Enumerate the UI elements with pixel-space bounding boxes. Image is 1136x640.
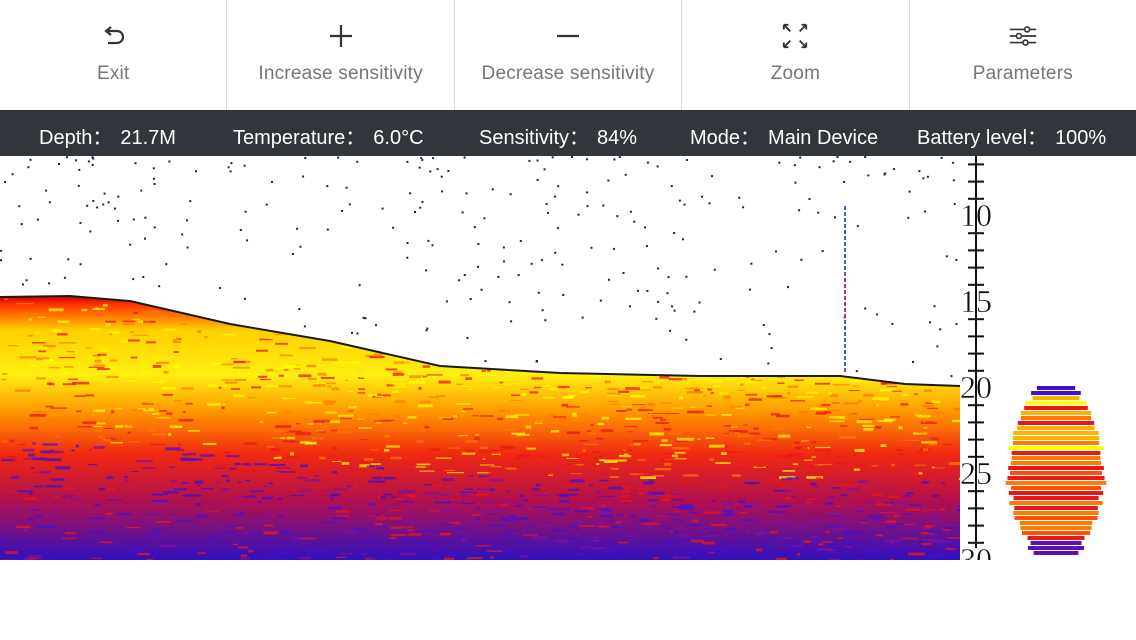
decrease-sensitivity-label: Decrease sensitivity (481, 63, 655, 84)
sensitivity-label: Sensitivity： (479, 127, 590, 149)
sliders-icon (1009, 22, 1037, 50)
depth-scale: 10 15 20 25 30 (960, 156, 992, 577)
plus-icon (327, 22, 355, 50)
mode-value: Main Device (768, 127, 879, 149)
sonar-display[interactable]: 10 15 20 25 30 (0, 156, 1136, 577)
temperature-readout: Temperature： 6.0°C (233, 121, 424, 150)
depth-scale-label: 15 (960, 283, 992, 319)
parameters-label: Parameters (972, 63, 1073, 84)
status-bar: Depth： 21.7M Temperature： 6.0°C Sensitivit… (0, 110, 1136, 156)
expand-arrows-icon (781, 22, 809, 50)
bottom-contour-line (0, 294, 961, 387)
temperature-label: Temperature： (233, 127, 366, 149)
battery-value: 100% (1055, 127, 1107, 149)
decrease-sensitivity-button[interactable]: Decrease sensitivity (453, 0, 681, 110)
battery-label: Battery level： (917, 127, 1048, 149)
zoom-button[interactable]: Zoom (681, 0, 908, 110)
depth-readout: Depth： 21.7M (39, 121, 176, 150)
depth-value: 21.7M (120, 127, 176, 149)
flasher-gauge (1005, 386, 1107, 555)
bottom-echo-texture (0, 296, 960, 560)
water-column-noise (0, 156, 958, 378)
exit-label: Exit (96, 63, 130, 84)
minus-icon (554, 22, 582, 50)
zoom-label: Zoom (770, 63, 821, 84)
increase-sensitivity-label: Increase sensitivity (258, 63, 423, 84)
depth-scale-label: 10 (960, 197, 992, 233)
battery-readout: Battery level： 100% (917, 121, 1106, 150)
increase-sensitivity-button[interactable]: Increase sensitivity (226, 0, 453, 110)
sensitivity-readout: Sensitivity： 84% (479, 121, 637, 150)
mode-label: Mode： (690, 127, 761, 149)
depth-scale-label: 25 (960, 455, 992, 491)
depth-label: Depth： (39, 127, 113, 149)
sonar-ping-trace (844, 206, 846, 372)
undo-arrow-icon (99, 22, 127, 50)
mode-readout: Mode： Main Device (690, 121, 878, 150)
depth-scale-label: 20 (960, 369, 992, 405)
parameters-button[interactable]: Parameters (908, 0, 1136, 110)
exit-button[interactable]: Exit (0, 0, 226, 110)
depth-scale-label: 30 (960, 541, 992, 560)
lower-blank-area (0, 560, 1136, 640)
temperature-value: 6.0°C (373, 127, 424, 149)
toolbar: Exit Increase sensitivity Decrease sensi… (0, 0, 1136, 110)
sonar-echogram: 10 15 20 25 30 (0, 156, 1107, 577)
sensitivity-value: 84% (597, 127, 638, 149)
